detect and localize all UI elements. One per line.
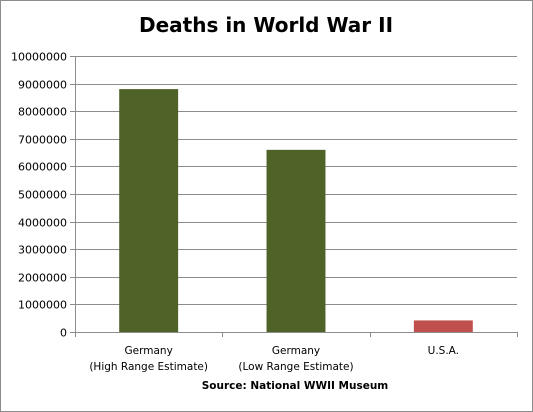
y-tick-label: 8000000 xyxy=(18,106,67,119)
y-tick-label: 6000000 xyxy=(18,161,67,174)
x-category-label: (High Range Estimate) xyxy=(89,361,208,373)
x-axis-categories: Germany (High Range Estimate) Germany (Low … xyxy=(89,345,459,373)
x-category-label: U.S.A. xyxy=(428,345,459,357)
y-tick-label: 10000000 xyxy=(11,51,67,64)
y-tick-label: 5000000 xyxy=(18,189,67,202)
x-category-label: (Low Range Estimate) xyxy=(238,361,353,373)
bar xyxy=(267,150,326,332)
y-tick-label: 1000000 xyxy=(18,299,67,312)
y-tick-label: 0 xyxy=(60,327,67,340)
y-tick-label: 2000000 xyxy=(18,272,67,285)
bars xyxy=(119,89,473,332)
x-category-label: Germany xyxy=(125,345,173,357)
source-note: Source: National WWII Museum xyxy=(202,380,389,392)
y-tick-label: 4000000 xyxy=(18,217,67,230)
chart-title: Deaths in World War II xyxy=(139,13,393,37)
y-tick-label: 9000000 xyxy=(18,79,67,92)
bar xyxy=(119,89,178,332)
bar xyxy=(414,320,473,332)
y-tick-label: 7000000 xyxy=(18,134,67,147)
y-tick-label: 3000000 xyxy=(18,244,67,257)
y-axis-ticks: 0 1000000 2000000 3000000 4000000 5000000 6000… xyxy=(11,51,67,340)
x-category-label: Germany xyxy=(272,345,320,357)
